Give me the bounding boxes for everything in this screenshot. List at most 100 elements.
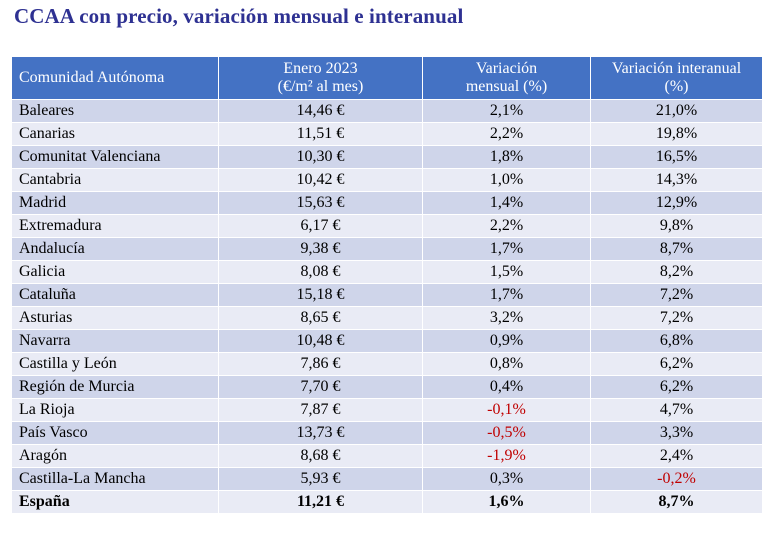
column-header-price: Enero 2023 (€/m² al mes) bbox=[218, 56, 423, 100]
cell-region: Baleares bbox=[11, 99, 219, 123]
cell-monthly: -1,9% bbox=[422, 444, 591, 468]
column-header-price-line1: Enero 2023 bbox=[283, 60, 358, 77]
cell-annual: 7,2% bbox=[590, 306, 763, 330]
cell-price: 15,63 € bbox=[218, 191, 423, 215]
cell-price: 11,51 € bbox=[218, 122, 423, 146]
cell-annual: 8,7% bbox=[590, 237, 763, 261]
cell-region: Asturias bbox=[11, 306, 219, 330]
column-header-region: Comunidad Autónoma bbox=[11, 56, 219, 100]
cell-monthly: 1,4% bbox=[422, 191, 591, 215]
cell-monthly: 1,0% bbox=[422, 168, 591, 192]
table-row: Galicia 8,08 €1,5% 8,2% bbox=[11, 260, 763, 284]
cell-region: Galicia bbox=[11, 260, 219, 284]
cell-region: Cantabria bbox=[11, 168, 219, 192]
cell-price: 7,87 € bbox=[218, 398, 423, 422]
table-row: Asturias 8,65 €3,2% 7,2% bbox=[11, 306, 763, 330]
column-header-monthly-line2: mensual (%) bbox=[465, 78, 548, 95]
table-row: La Rioja 7,87 € -0,1% 4,7% bbox=[11, 398, 763, 422]
cell-price: 5,93 € bbox=[218, 467, 423, 491]
column-header-monthly-line1: Variación bbox=[475, 60, 538, 77]
cell-monthly-total: 1,6% bbox=[422, 490, 591, 514]
cell-annual: 8,2% bbox=[590, 260, 763, 284]
table-row: Aragón 8,68 € -1,9% 2,4% bbox=[11, 444, 763, 468]
cell-monthly: 1,8% bbox=[422, 145, 591, 169]
cell-price: 8,65 € bbox=[218, 306, 423, 330]
cell-price: 10,42 € bbox=[218, 168, 423, 192]
cell-region: Andalucía bbox=[11, 237, 219, 261]
cell-price: 14,46 € bbox=[218, 99, 423, 123]
cell-annual: 12,9% bbox=[590, 191, 763, 215]
cell-monthly: 2,1% bbox=[422, 99, 591, 123]
cell-region: Navarra bbox=[11, 329, 219, 353]
table-row: Castilla-La Mancha 5,93 €0,3% -0,2% bbox=[11, 467, 763, 491]
cell-monthly: 0,4% bbox=[422, 375, 591, 399]
table-row: Canarias 11,51 €2,2% 19,8% bbox=[11, 122, 763, 146]
total-row: España 11,21 €1,6% 8,7% bbox=[11, 490, 763, 514]
column-header-annual-line1: Variación interanual bbox=[611, 60, 742, 77]
table-row: Cantabria 10,42 €1,0% 14,3% bbox=[11, 168, 763, 192]
column-header-price-line2: (€/m² al mes) bbox=[277, 78, 364, 95]
table-row: Castilla y León 7,86 €0,8% 6,2% bbox=[11, 352, 763, 376]
column-header-annual-line2: (%) bbox=[664, 78, 689, 95]
cell-price: 10,30 € bbox=[218, 145, 423, 169]
cell-annual: 16,5% bbox=[590, 145, 763, 169]
cell-region: Aragón bbox=[11, 444, 219, 468]
cell-annual: -0,2% bbox=[590, 467, 763, 491]
cell-region: Canarias bbox=[11, 122, 219, 146]
page-title: CCAA con precio, variación mensual e int… bbox=[14, 4, 464, 28]
cell-annual: 6,2% bbox=[590, 352, 763, 376]
cell-annual: 6,8% bbox=[590, 329, 763, 353]
cell-price: 15,18 € bbox=[218, 283, 423, 307]
cell-region: Región de Murcia bbox=[11, 375, 219, 399]
table-row: Comunitat Valenciana 10,30 €1,8% 16,5% bbox=[11, 145, 763, 169]
cell-price: 7,86 € bbox=[218, 352, 423, 376]
cell-annual: 3,3% bbox=[590, 421, 763, 445]
cell-monthly: -0,5% bbox=[422, 421, 591, 445]
cell-monthly: 1,7% bbox=[422, 283, 591, 307]
cell-region: La Rioja bbox=[11, 398, 219, 422]
cell-region: Cataluña bbox=[11, 283, 219, 307]
cell-annual: 4,7% bbox=[590, 398, 763, 422]
cell-region: País Vasco bbox=[11, 421, 219, 445]
cell-region-total: España bbox=[11, 490, 219, 514]
cell-price: 9,38 € bbox=[218, 237, 423, 261]
cell-monthly: 0,9% bbox=[422, 329, 591, 353]
cell-monthly: 0,3% bbox=[422, 467, 591, 491]
table-row: Extremadura 6,17 €2,2% 9,8% bbox=[11, 214, 763, 238]
cell-annual: 7,2% bbox=[590, 283, 763, 307]
table-body: Baleares 14,46 €2,1% 21,0% Canarias 11,51 €… bbox=[11, 99, 763, 514]
cell-annual: 9,8% bbox=[590, 214, 763, 238]
cell-annual: 19,8% bbox=[590, 122, 763, 146]
table-row: Navarra 10,48 €0,9% 6,8% bbox=[11, 329, 763, 353]
cell-annual: 6,2% bbox=[590, 375, 763, 399]
cell-monthly: 2,2% bbox=[422, 122, 591, 146]
cell-region: Comunitat Valenciana bbox=[11, 145, 219, 169]
cell-annual: 14,3% bbox=[590, 168, 763, 192]
cell-price-total: 11,21 € bbox=[218, 490, 423, 514]
cell-monthly: 1,5% bbox=[422, 260, 591, 284]
column-header-region-label: Comunidad Autónoma bbox=[19, 69, 165, 86]
header-row: Comunidad Autónoma Enero 2023 (€/m² al m… bbox=[11, 56, 763, 100]
cell-annual-total: 8,7% bbox=[590, 490, 763, 514]
cell-region: Castilla y León bbox=[11, 352, 219, 376]
cell-price: 8,08 € bbox=[218, 260, 423, 284]
table-row: Cataluña 15,18 €1,7% 7,2% bbox=[11, 283, 763, 307]
cell-price: 8,68 € bbox=[218, 444, 423, 468]
cell-monthly: 2,2% bbox=[422, 214, 591, 238]
table-row: País Vasco 13,73 € -0,5% 3,3% bbox=[11, 421, 763, 445]
data-table: Comunidad Autónoma Enero 2023 (€/m² al m… bbox=[11, 56, 763, 514]
cell-price: 13,73 € bbox=[218, 421, 423, 445]
cell-annual: 21,0% bbox=[590, 99, 763, 123]
column-header-monthly: Variación mensual (%) bbox=[422, 56, 591, 100]
cell-region: Extremadura bbox=[11, 214, 219, 238]
cell-annual: 2,4% bbox=[590, 444, 763, 468]
cell-region: Madrid bbox=[11, 191, 219, 215]
cell-monthly: 1,7% bbox=[422, 237, 591, 261]
table-row: Andalucía 9,38 €1,7% 8,7% bbox=[11, 237, 763, 261]
cell-price: 6,17 € bbox=[218, 214, 423, 238]
cell-region: Castilla-La Mancha bbox=[11, 467, 219, 491]
cell-monthly: 3,2% bbox=[422, 306, 591, 330]
cell-monthly: -0,1% bbox=[422, 398, 591, 422]
cell-price: 10,48 € bbox=[218, 329, 423, 353]
table-row: Baleares 14,46 €2,1% 21,0% bbox=[11, 99, 763, 123]
